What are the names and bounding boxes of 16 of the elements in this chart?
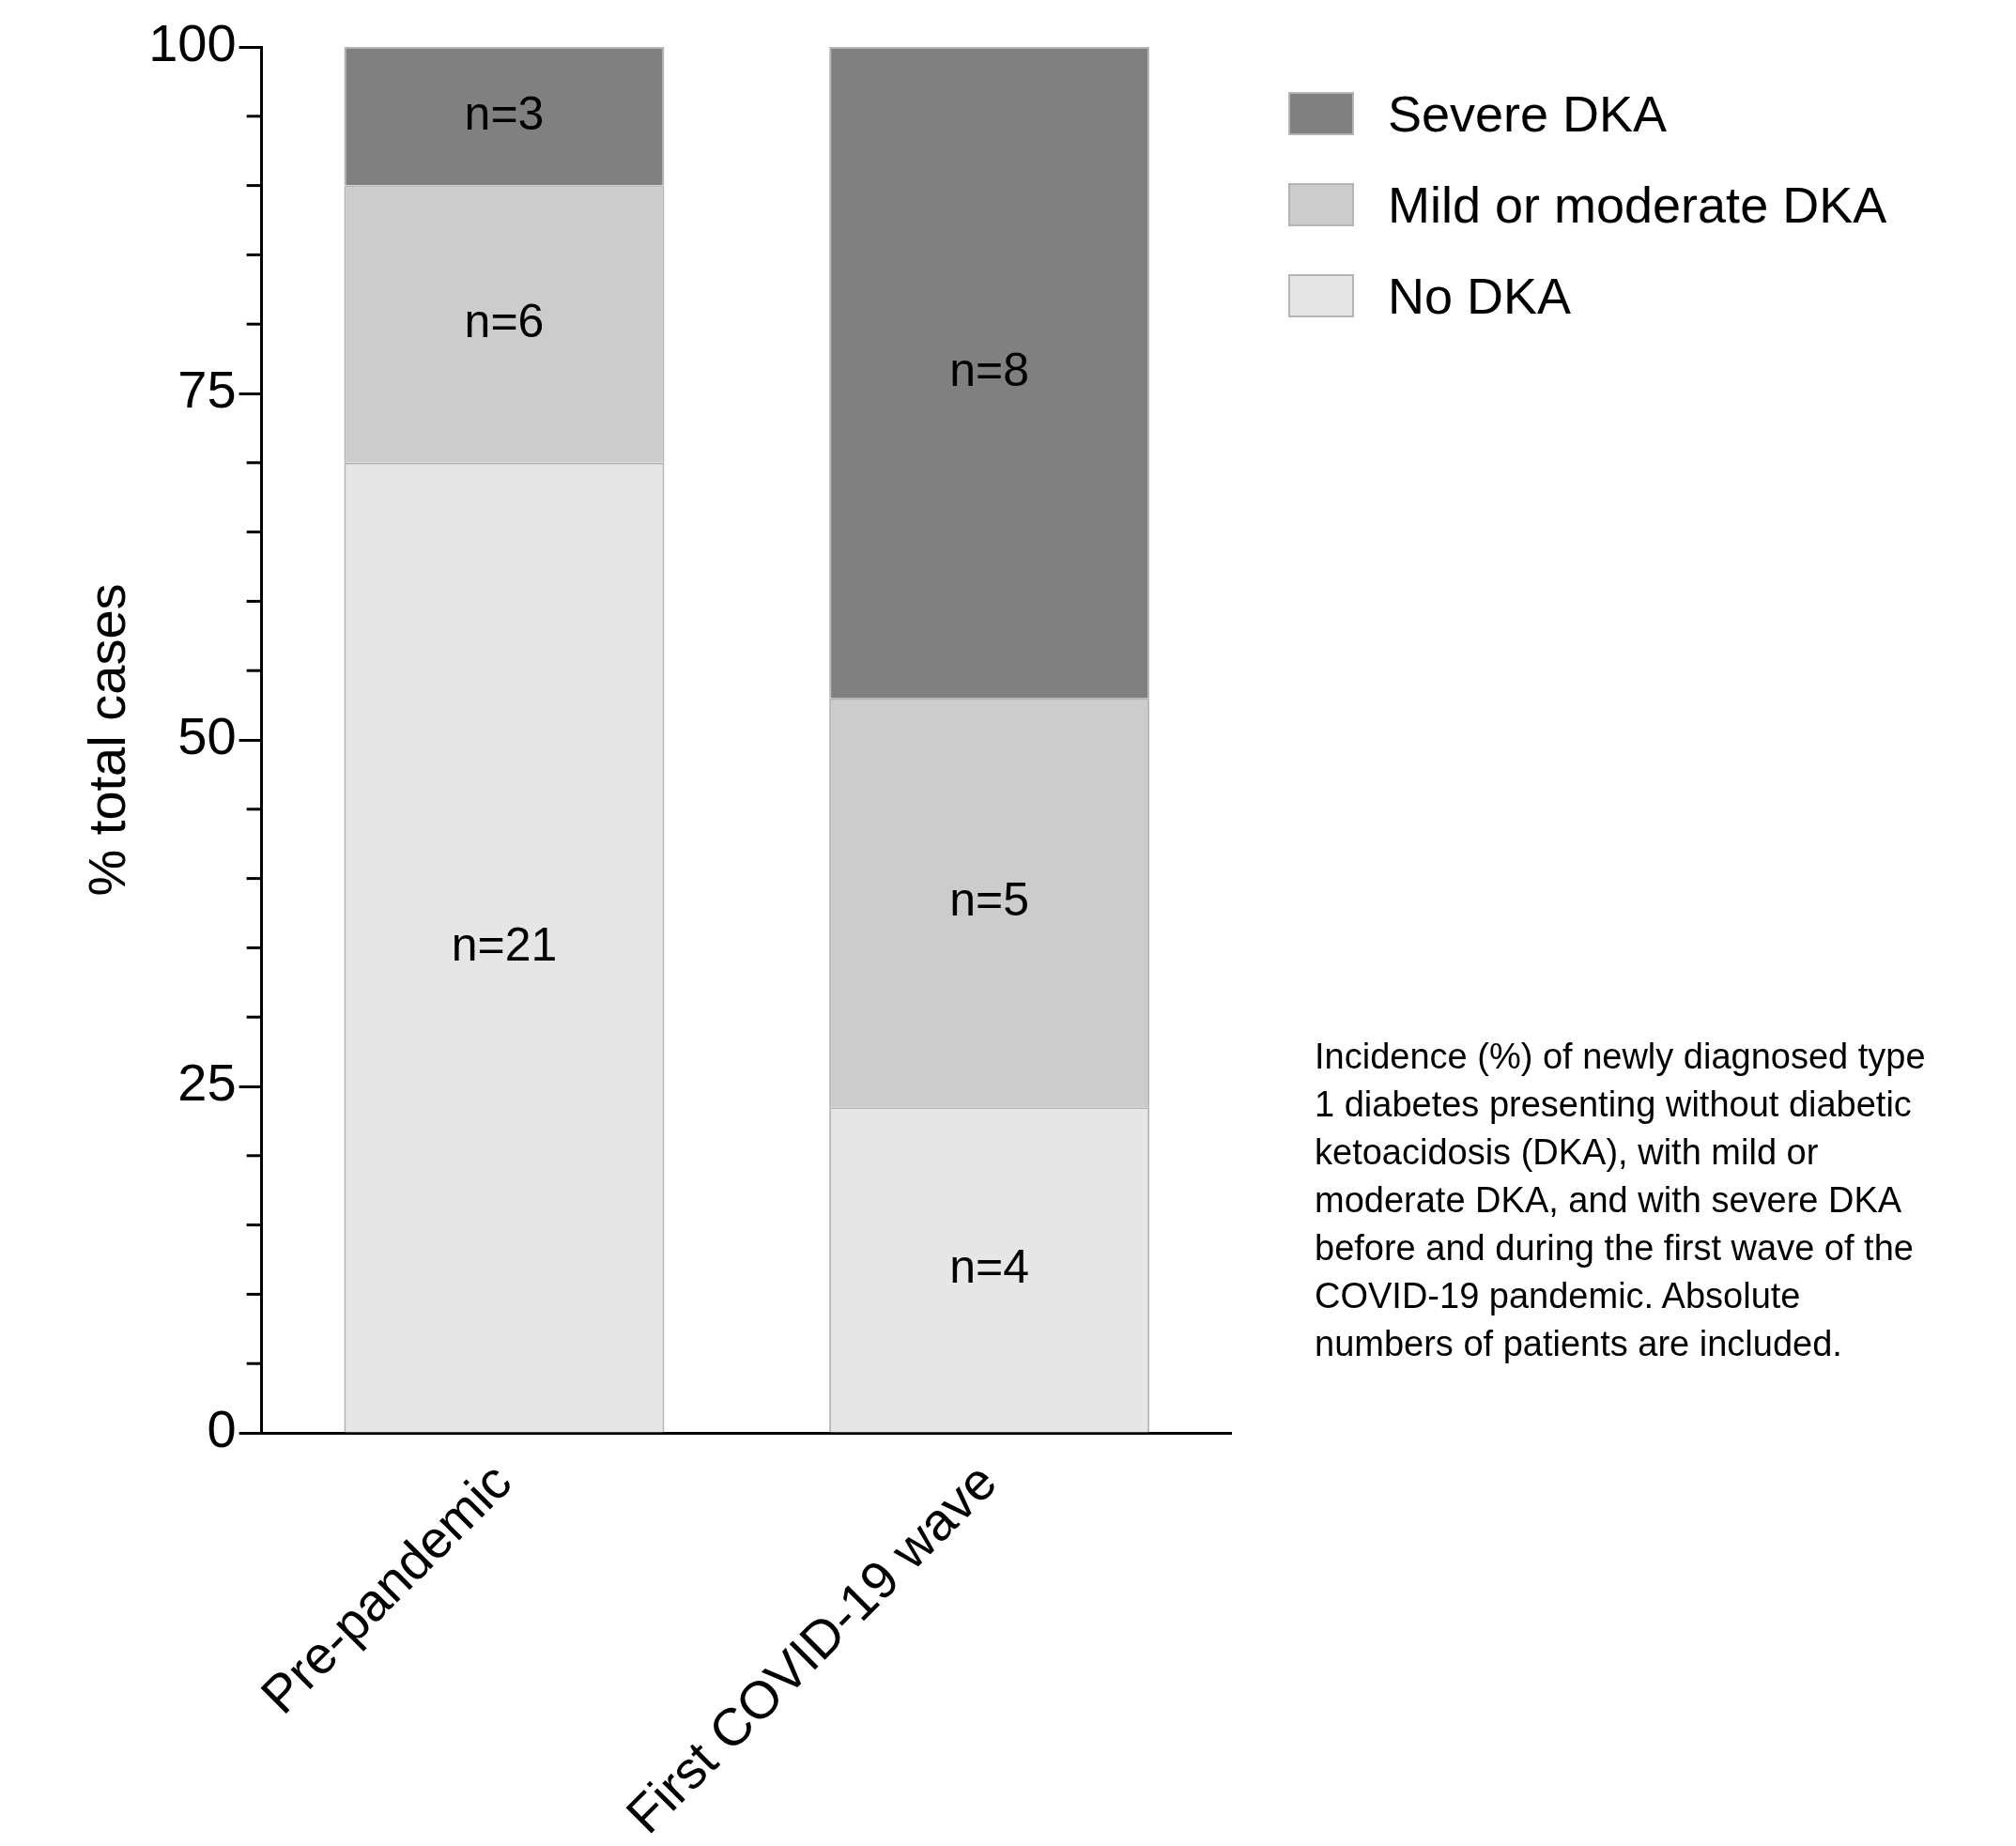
y-tick-label: 100: [148, 13, 237, 73]
annotation: n=3: [464, 86, 545, 140]
y-tick-label: 25: [177, 1053, 237, 1113]
legend-label: Mild or moderate DKA: [1388, 176, 1887, 234]
annotation: n=8: [949, 343, 1030, 396]
legend-label: Severe DKA: [1388, 85, 1668, 143]
text: Incidence (%) of newly diagnosed type 1 diabetes presenting without diabetic ketoacidosis (DKA), with mild or moderate DKA, and with severe DKA before and during the first wave of the COVID-19 pandemic. Absolute numbers of patients are included.: [1315, 1036, 1927, 1365]
y-axis-title: % total cases: [77, 583, 137, 897]
annotation: n=21: [451, 917, 558, 971]
y-tick-label: 75: [177, 360, 237, 420]
annotation: n=6: [464, 294, 545, 347]
y-tick-label: 0: [207, 1399, 237, 1459]
annotation: n=5: [949, 873, 1030, 927]
legend-label: No DKA: [1388, 267, 1572, 325]
annotation: n=4: [949, 1240, 1030, 1294]
y-tick-label: 50: [177, 706, 237, 766]
